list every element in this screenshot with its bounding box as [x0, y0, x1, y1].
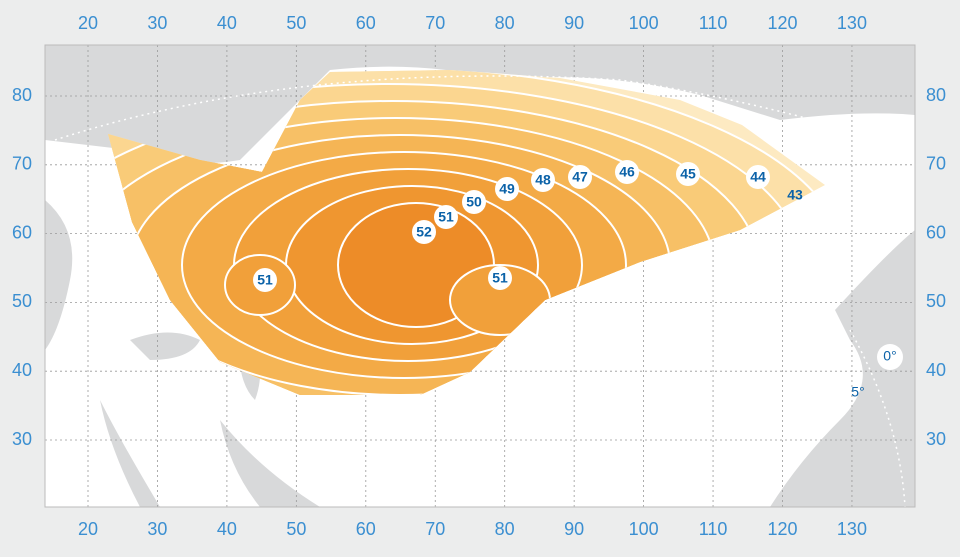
longitude-label: 40 [217, 519, 237, 539]
contour-label: 48 [535, 172, 551, 188]
longitude-label: 110 [699, 519, 728, 539]
elevation-label: 5° [851, 384, 864, 400]
arctic-ocean [45, 45, 915, 164]
longitude-label: 20 [78, 519, 98, 539]
contour-label: 49 [499, 181, 515, 197]
latitude-label: 50 [12, 291, 32, 311]
longitude-label: 130 [837, 519, 867, 539]
contour-marker [615, 160, 639, 184]
contour-label: 51 [257, 272, 273, 288]
longitude-label: 70 [425, 519, 445, 539]
latitude-label: 70 [926, 154, 946, 174]
contour-marker [568, 165, 592, 189]
longitude-label: 30 [147, 13, 167, 33]
contour-marker [434, 205, 458, 229]
longitude-label: 120 [767, 519, 797, 539]
latitude-label: 70 [12, 154, 32, 174]
map-frame [44, 44, 916, 508]
longitude-label: 70 [425, 13, 445, 33]
latitude-label: 30 [12, 429, 32, 449]
longitude-label: 110 [699, 13, 728, 33]
latitude-label: 50 [926, 291, 946, 311]
pacific-ocean [770, 230, 915, 507]
inland-seas [130, 320, 295, 400]
longitude-label: 80 [495, 519, 515, 539]
contour-marker [531, 168, 555, 192]
longitude-label: 120 [767, 13, 797, 33]
contour-label: 44 [750, 169, 766, 185]
longitude-label: 40 [217, 13, 237, 33]
longitude-label: 80 [495, 13, 515, 33]
contour-label: 46 [619, 164, 635, 180]
contour-marker [488, 266, 512, 290]
contour-label: 45 [680, 166, 696, 182]
latitude-label: 80 [12, 85, 32, 105]
elevation-marker [877, 344, 903, 370]
longitude-label: 90 [564, 519, 584, 539]
contour-marker [495, 177, 519, 201]
sea [45, 200, 73, 350]
contour-label: 51 [492, 270, 508, 286]
longitude-label: 60 [356, 519, 376, 539]
longitude-label: 50 [286, 13, 306, 33]
longitude-label: 100 [629, 519, 659, 539]
longitude-label: 30 [147, 519, 167, 539]
contour-label: 52 [416, 224, 432, 240]
latitude-label: 60 [926, 222, 946, 242]
latitude-label: 80 [926, 85, 946, 105]
longitude-label: 130 [837, 13, 867, 33]
longitude-label: 20 [78, 13, 98, 33]
latitude-label: 40 [12, 360, 32, 380]
contour-marker [253, 268, 277, 292]
contour-label: 43 [787, 187, 803, 203]
elevation-label: 0° [883, 348, 896, 364]
contour-label: 47 [572, 169, 588, 185]
southern-seas [100, 400, 320, 507]
contour-label: 51 [438, 209, 454, 225]
contour-label: 50 [466, 194, 482, 210]
longitude-label: 60 [356, 13, 376, 33]
longitude-label: 90 [564, 13, 584, 33]
contour-marker [462, 190, 486, 214]
contour-marker [746, 165, 770, 189]
contour-marker [676, 162, 700, 186]
longitude-label: 100 [629, 13, 659, 33]
elevation-line [849, 329, 906, 507]
longitude-label: 50 [286, 519, 306, 539]
labels: 20 20 30 30 40 40 50 50 60 60 70 70 80 80 90 90 100 100 11… [12, 13, 946, 539]
latitude-label: 30 [926, 429, 946, 449]
contour-marker [412, 220, 436, 244]
latitude-label: 60 [12, 222, 32, 242]
elevation-line [54, 75, 915, 151]
latitude-label: 40 [926, 360, 946, 380]
